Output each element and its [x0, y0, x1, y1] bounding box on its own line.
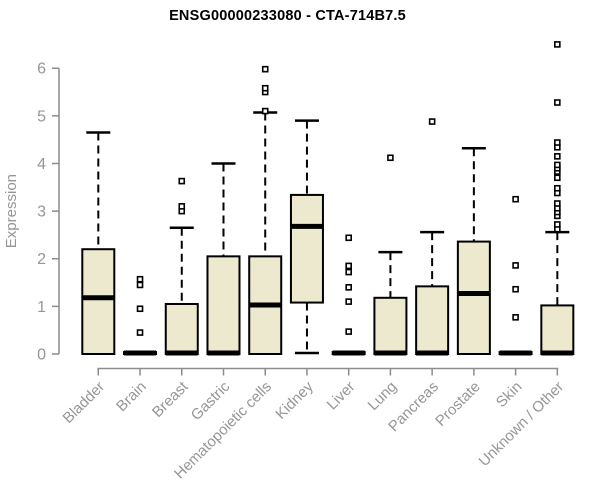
box [540, 304, 575, 355]
y-tick-label: 4 [37, 156, 46, 173]
y-tick-label: 0 [37, 347, 46, 364]
boxplot-unknown-other [540, 41, 575, 356]
outlier-point [512, 262, 519, 269]
outlier-point [554, 99, 561, 106]
outlier-point [178, 203, 186, 210]
outlier-point [136, 275, 144, 283]
boxplot-brain [123, 275, 158, 356]
outlier-point [554, 161, 561, 169]
boxplot-hematopoietic-cells [248, 65, 283, 355]
outlier-point [554, 153, 561, 160]
outlier-point [554, 184, 561, 192]
outlier-point [345, 262, 352, 270]
box [164, 302, 199, 355]
y-tick-label: 3 [37, 204, 46, 221]
outlier-point [387, 154, 394, 162]
x-tick-label-prostate: Prostate [432, 378, 484, 430]
box [373, 296, 408, 355]
outlier-point [554, 139, 561, 146]
boxplot-kidney [289, 119, 324, 355]
box [415, 285, 450, 355]
y-axis: 0 1 2 3 4 5 6 Expression [3, 61, 60, 364]
outlier-point [345, 328, 352, 335]
outlier-point [554, 174, 561, 182]
outlier-point [345, 268, 352, 276]
outlier-point [261, 65, 269, 73]
outlier-point [345, 234, 352, 242]
x-tick-label-skin: Skin [493, 378, 526, 411]
y-tick-label: 6 [37, 61, 46, 78]
box [456, 240, 491, 355]
outlier-point [136, 329, 144, 336]
boxplot-pancreas [415, 118, 450, 356]
box [206, 255, 241, 355]
outlier-point [554, 200, 561, 207]
outlier-point [345, 284, 352, 291]
chart-title: ENSG00000233080 - CTA-714B7.5 [169, 8, 406, 24]
boxplot-prostate [456, 146, 491, 355]
box [81, 248, 116, 356]
box [289, 193, 324, 304]
boxplot-liver [331, 234, 366, 356]
outlier-point [554, 41, 561, 48]
y-tick-label: 1 [37, 299, 46, 316]
outlier-point [512, 285, 519, 293]
y-tick-label: 5 [37, 108, 46, 125]
x-tick-label-liver: Liver [323, 378, 358, 413]
outlier-point [261, 107, 269, 115]
outlier-point [261, 84, 269, 92]
boxplot-bladder [81, 131, 116, 356]
boxplot-breast [164, 177, 199, 356]
outlier-point [428, 118, 436, 125]
x-tick-label-bladder: Bladder [60, 378, 109, 427]
x-tick-label-brain: Brain [113, 378, 150, 415]
y-axis-title: Expression [3, 174, 20, 248]
x-tick-label-breast: Breast [149, 378, 192, 421]
outlier-point [345, 298, 352, 305]
outlier-point [512, 195, 519, 203]
x-tick-label-kidney: Kidney [272, 378, 317, 423]
outlier-point [512, 314, 519, 321]
outlier-point [554, 221, 561, 228]
outlier-point [178, 177, 186, 185]
y-tick-label: 2 [37, 251, 46, 268]
x-tick-label-lung: Lung [365, 378, 401, 414]
boxplot-gastric [206, 162, 241, 356]
boxplot-lung [373, 154, 408, 356]
outlier-point [136, 281, 144, 289]
boxplot-skin [498, 195, 533, 356]
outlier-point [136, 305, 144, 313]
